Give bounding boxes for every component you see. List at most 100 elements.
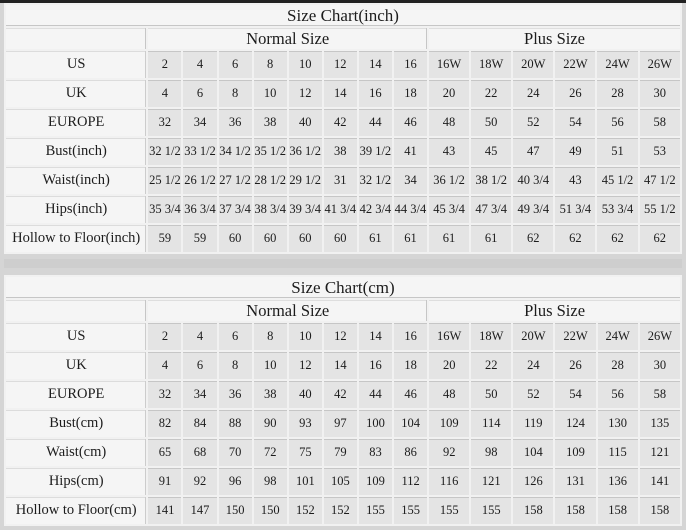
size-value-cell: 8	[253, 323, 287, 350]
size-value-cell: 86	[394, 439, 428, 466]
size-value-cell: 26	[555, 80, 596, 107]
row-label-europe: EUROPE	[6, 109, 147, 136]
size-value-cell: 8	[218, 80, 252, 107]
size-value-cell: 38	[323, 138, 357, 165]
size-value-cell: 150	[253, 497, 287, 524]
size-value-cell: 155	[429, 497, 470, 524]
row-label-us: US	[6, 323, 147, 350]
size-value-cell: 32 1/2	[148, 138, 182, 165]
size-value-cell: 10	[288, 51, 322, 78]
size-value-cell: 121	[639, 439, 680, 466]
size-value-cell: 47 1/2	[639, 167, 680, 194]
size-value-cell: 38 1/2	[471, 167, 512, 194]
group-header-row: Normal Size Plus Size	[6, 28, 680, 49]
row-label-waist-inch: Waist(inch)	[6, 167, 147, 194]
size-value-cell: 45	[471, 138, 512, 165]
size-value-cell: 8	[253, 51, 287, 78]
size-value-cell: 119	[513, 410, 554, 437]
size-value-cell: 4	[183, 323, 217, 350]
size-value-cell: 158	[513, 497, 554, 524]
size-value-cell: 24	[513, 80, 554, 107]
size-value-cell: 155	[394, 497, 428, 524]
size-value-cell: 53 3/4	[597, 196, 638, 223]
size-value-cell: 36 3/4	[183, 196, 217, 223]
size-value-cell: 92	[183, 468, 217, 495]
size-value-cell: 158	[597, 497, 638, 524]
size-value-cell: 72	[253, 439, 287, 466]
size-value-cell: 50	[471, 381, 512, 408]
size-value-cell: 4	[148, 352, 182, 379]
size-value-cell: 36	[218, 109, 252, 136]
size-chart-page: Size Chart(inch) Normal Size Plus Size US 2 4…	[0, 3, 686, 526]
size-value-cell: 155	[358, 497, 393, 524]
size-value-cell: 47	[513, 138, 554, 165]
table-title-row: Size Chart(inch)	[6, 5, 680, 26]
size-value-cell: 59	[183, 225, 217, 252]
table-title-row: Size Chart(cm)	[6, 277, 680, 298]
size-value-cell: 65	[148, 439, 182, 466]
size-value-cell: 6	[218, 323, 252, 350]
size-value-cell: 60	[253, 225, 287, 252]
size-value-cell: 48	[429, 381, 470, 408]
size-value-cell: 25 1/2	[148, 167, 182, 194]
size-value-cell: 62	[555, 225, 596, 252]
size-value-cell: 46	[394, 381, 428, 408]
size-value-cell: 24	[513, 352, 554, 379]
size-value-cell: 82	[148, 410, 182, 437]
size-value-cell: 141	[639, 468, 680, 495]
size-value-cell: 150	[218, 497, 252, 524]
size-value-cell: 68	[183, 439, 217, 466]
size-value-cell: 44 3/4	[393, 196, 427, 223]
size-value-cell: 12	[323, 323, 357, 350]
size-value-cell: 40	[288, 381, 322, 408]
size-value-cell: 20	[429, 80, 470, 107]
size-value-cell: 33 1/2	[183, 138, 217, 165]
size-value-cell: 32	[148, 109, 182, 136]
size-value-cell: 34	[393, 167, 427, 194]
row-label-hollow-to-floor-inch: Hollow to Floor(inch)	[6, 225, 147, 252]
size-value-cell: 105	[323, 468, 357, 495]
size-value-cell: 12	[323, 51, 357, 78]
size-value-cell: 16W	[429, 51, 470, 78]
size-value-cell: 41 3/4	[323, 196, 357, 223]
size-value-cell: 10	[253, 352, 287, 379]
row-label-hips-cm: Hips(cm)	[6, 468, 147, 495]
size-value-cell: 112	[394, 468, 428, 495]
size-value-cell: 158	[555, 497, 596, 524]
size-value-cell: 14	[323, 352, 357, 379]
size-value-cell: 10	[253, 80, 287, 107]
size-value-cell: 75	[288, 439, 322, 466]
size-value-cell: 43	[555, 167, 596, 194]
size-chart-cm-table: Size Chart(cm) Normal Size Plus Size US 2 4 6 8…	[4, 275, 682, 526]
size-value-cell: 6	[183, 352, 217, 379]
size-value-cell: 114	[471, 410, 512, 437]
size-value-cell: 97	[323, 410, 357, 437]
size-value-cell: 34	[183, 109, 217, 136]
size-value-cell: 18W	[471, 323, 512, 350]
size-chart-inch-section: Size Chart(inch) Normal Size Plus Size US 2 4…	[4, 3, 682, 254]
row-label-uk: UK	[6, 352, 147, 379]
size-value-cell: 14	[358, 323, 393, 350]
normal-size-header: Normal Size	[148, 28, 427, 49]
size-value-cell: 36 1/2	[288, 138, 322, 165]
size-value-cell: 46	[393, 109, 427, 136]
size-value-cell: 116	[429, 468, 470, 495]
size-value-cell: 26	[555, 352, 596, 379]
row-label-uk: UK	[6, 80, 147, 107]
size-value-cell: 135	[639, 410, 680, 437]
table-row: Hollow to Floor(cm) 141 147 150 150 152 152 155…	[6, 497, 680, 524]
row-label-bust-cm: Bust(cm)	[6, 410, 147, 437]
size-value-cell: 35 3/4	[148, 196, 182, 223]
size-value-cell: 54	[555, 109, 596, 136]
table-row: UK 4 6 8 10 12 14 16 18 20 22 24 26 28 30	[6, 80, 680, 107]
size-value-cell: 84	[183, 410, 217, 437]
size-value-cell: 45 1/2	[597, 167, 638, 194]
size-value-cell: 22	[471, 80, 512, 107]
size-value-cell: 14	[358, 51, 392, 78]
size-value-cell: 18	[393, 80, 427, 107]
size-value-cell: 60	[218, 225, 252, 252]
size-value-cell: 104	[513, 439, 554, 466]
size-value-cell: 24W	[597, 51, 638, 78]
size-value-cell: 70	[218, 439, 252, 466]
size-value-cell: 96	[218, 468, 252, 495]
